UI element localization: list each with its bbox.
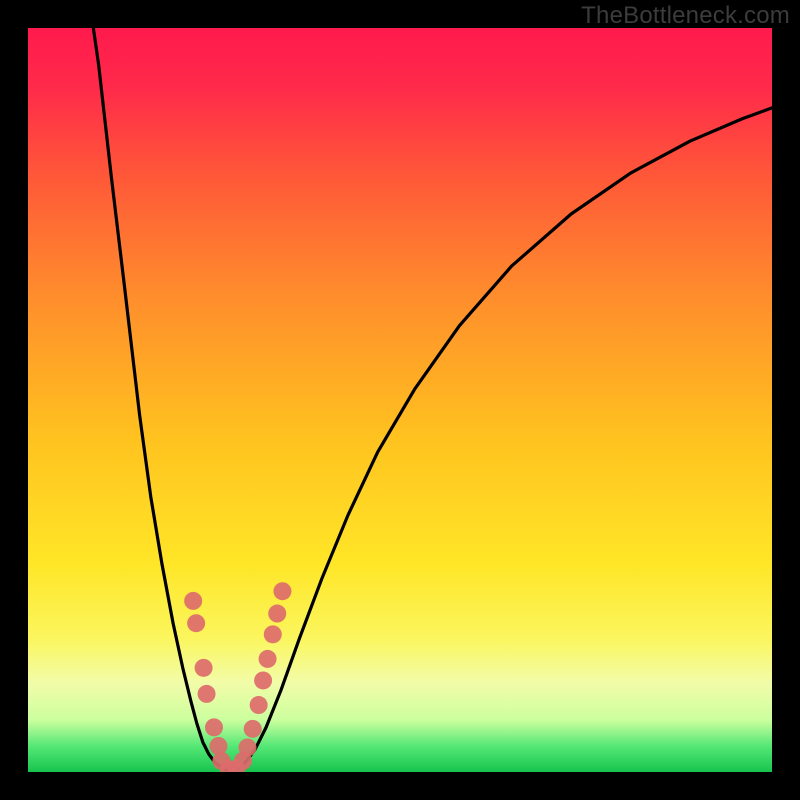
plot-area bbox=[28, 28, 772, 772]
chart-container: TheBottleneck.com bbox=[0, 0, 800, 800]
watermark-text: TheBottleneck.com bbox=[581, 2, 790, 30]
heat-gradient-background bbox=[28, 28, 772, 772]
